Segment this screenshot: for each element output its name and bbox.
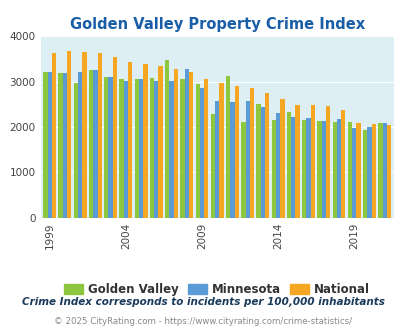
Bar [180, 80, 184, 218]
Bar [260, 107, 264, 218]
Bar [356, 122, 360, 218]
Bar [173, 69, 177, 218]
Bar [134, 80, 139, 218]
Bar [63, 73, 67, 218]
Bar [154, 81, 158, 218]
Bar [340, 110, 345, 218]
Bar [158, 66, 162, 218]
Bar [347, 122, 351, 218]
Bar [317, 121, 321, 218]
Bar [332, 122, 336, 218]
Bar [43, 72, 47, 218]
Bar [271, 120, 275, 218]
Bar [204, 79, 208, 218]
Bar [351, 128, 356, 218]
Bar [210, 115, 215, 218]
Bar [295, 105, 299, 218]
Bar [165, 60, 169, 218]
Bar [321, 121, 325, 218]
Bar [382, 123, 386, 218]
Bar [249, 87, 254, 218]
Text: Crime Index corresponds to incidents per 100,000 inhabitants: Crime Index corresponds to incidents per… [21, 297, 384, 307]
Bar [325, 106, 329, 218]
Bar [362, 130, 367, 218]
Bar [78, 72, 82, 218]
Bar [226, 76, 230, 218]
Legend: Golden Valley, Minnesota, National: Golden Valley, Minnesota, National [60, 278, 374, 301]
Bar [93, 70, 97, 218]
Bar [275, 113, 279, 218]
Bar [310, 105, 314, 218]
Bar [104, 77, 108, 218]
Bar [386, 125, 390, 218]
Bar [128, 62, 132, 218]
Bar [124, 81, 128, 218]
Bar [241, 122, 245, 218]
Bar [188, 72, 193, 218]
Bar [377, 123, 382, 218]
Bar [143, 63, 147, 218]
Bar [97, 53, 102, 218]
Bar [336, 119, 340, 218]
Text: © 2025 CityRating.com - https://www.cityrating.com/crime-statistics/: © 2025 CityRating.com - https://www.city… [54, 317, 351, 326]
Bar [82, 52, 86, 218]
Bar [279, 99, 284, 218]
Bar [58, 73, 63, 218]
Bar [306, 117, 310, 218]
Bar [89, 70, 93, 218]
Bar [74, 82, 78, 218]
Bar [139, 79, 143, 218]
Bar [52, 52, 56, 218]
Bar [67, 51, 71, 218]
Bar [47, 72, 52, 218]
Bar [230, 102, 234, 218]
Bar [256, 104, 260, 218]
Title: Golden Valley Property Crime Index: Golden Valley Property Crime Index [70, 17, 364, 32]
Bar [149, 78, 154, 218]
Bar [290, 116, 295, 218]
Bar [367, 127, 371, 218]
Bar [108, 77, 113, 218]
Bar [234, 86, 238, 218]
Bar [286, 112, 290, 218]
Bar [169, 81, 173, 218]
Bar [371, 124, 375, 218]
Bar [184, 69, 188, 218]
Bar [119, 80, 124, 218]
Bar [199, 87, 204, 218]
Bar [113, 57, 117, 218]
Bar [301, 120, 306, 218]
Bar [264, 93, 269, 218]
Bar [215, 101, 219, 218]
Bar [219, 83, 223, 218]
Bar [195, 84, 199, 218]
Bar [245, 101, 249, 218]
